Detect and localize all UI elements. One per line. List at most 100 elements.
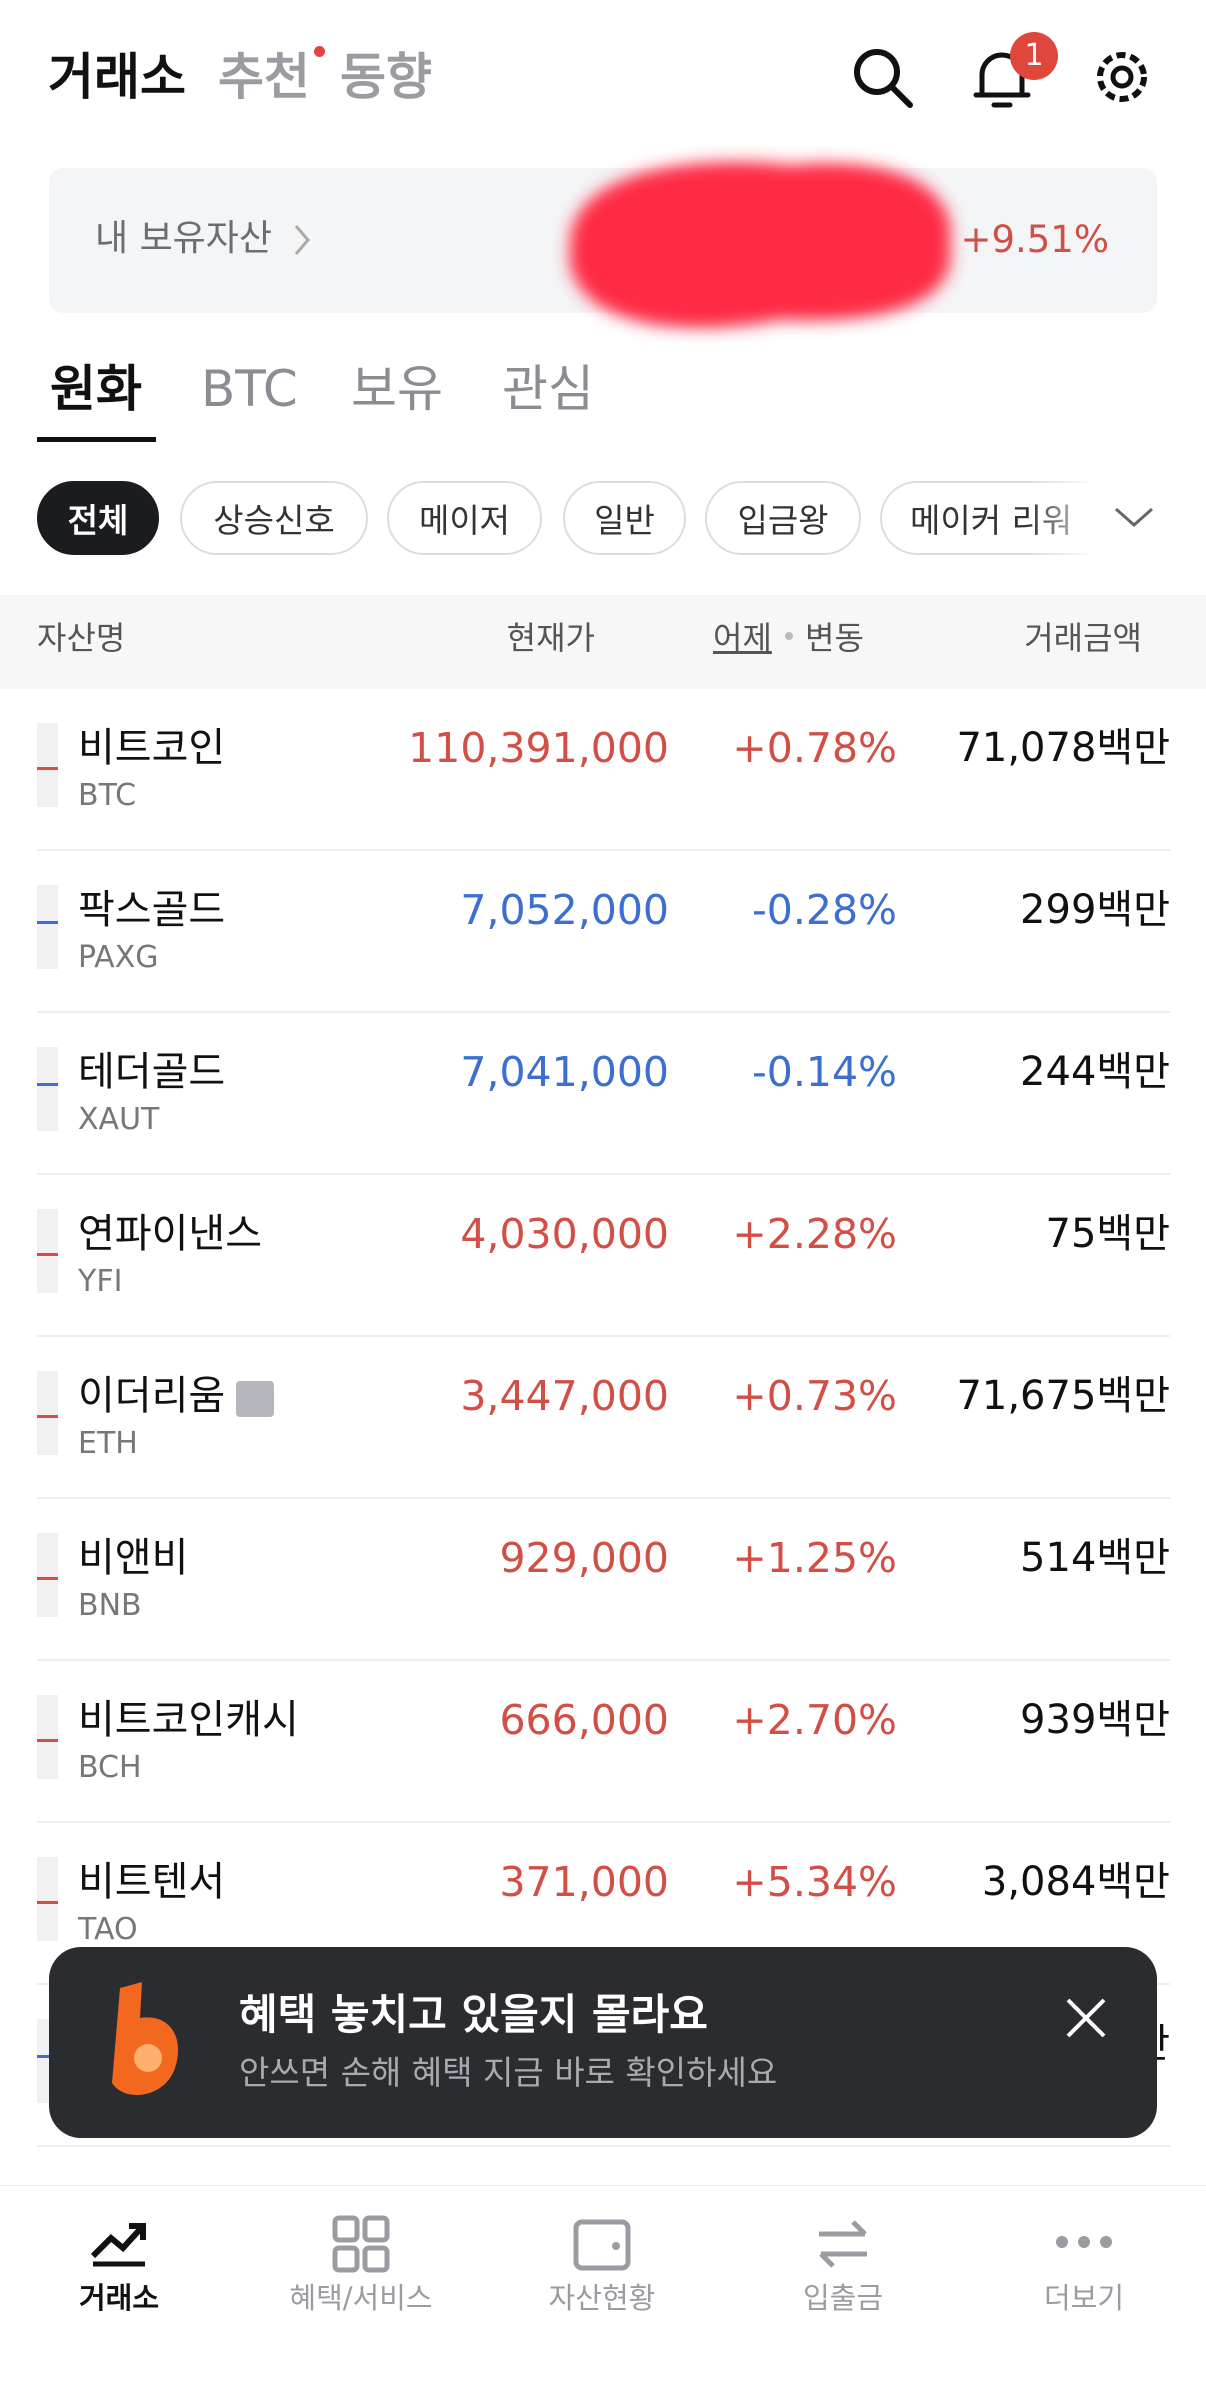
spark-tick <box>37 1083 58 1086</box>
asset-ticker: TAO <box>78 1912 138 1947</box>
spark-bg <box>37 1857 58 1941</box>
asset-name: 비트텐서 <box>78 1859 226 1905</box>
row-divider <box>37 1173 1170 1175</box>
holdings-change: +9.51% <box>960 218 1109 261</box>
volume: 3,084백만 <box>981 1859 1170 1905</box>
asset-ticker: PAXG <box>78 940 159 975</box>
price: 3,447,000 <box>460 1372 669 1420</box>
holdings-label[interactable]: 내 보유자산 <box>95 218 273 259</box>
asset-name: 이더리움 <box>78 1373 226 1419</box>
row-divider <box>37 1821 1170 1823</box>
search-icon[interactable] <box>850 45 914 109</box>
tab-underline <box>37 437 156 442</box>
asset-name: 비앤비 <box>78 1535 189 1581</box>
row-divider <box>37 1659 1170 1661</box>
tab-recommend[interactable]: 추천 <box>218 48 310 106</box>
header-name[interactable]: 자산명 <box>37 619 126 657</box>
filter-chip[interactable]: 전체 <box>37 481 159 555</box>
header-period[interactable]: 어제 <box>713 619 772 657</box>
nav-icon[interactable] <box>89 2218 149 2268</box>
spark-tick <box>37 921 58 924</box>
spark-tick <box>37 1253 58 1256</box>
banner-subtitle[interactable]: 안쓰면 손해 혜택 지금 바로 확인하세요 <box>239 2053 778 2092</box>
price: 110,391,000 <box>408 724 669 772</box>
change: +0.78% <box>732 724 897 772</box>
market-tab[interactable]: 원화 <box>50 360 142 418</box>
asset-ticker: XAUT <box>78 1102 160 1137</box>
banner-title[interactable]: 혜택 놓치고 있을지 몰라요 <box>239 1990 708 2039</box>
spark-bg <box>37 1533 58 1617</box>
nav-icon[interactable] <box>1054 2230 1114 2254</box>
price: 7,052,000 <box>460 886 669 934</box>
tab-trend[interactable]: 동향 <box>340 48 432 106</box>
header-volume[interactable]: 거래금액 <box>1024 619 1142 657</box>
table-header <box>0 595 1206 689</box>
price: 929,000 <box>499 1534 669 1582</box>
row-divider <box>37 1497 1170 1499</box>
nav-label[interactable]: 혜택/서비스 <box>289 2281 433 2315</box>
volume: 75백만 <box>1045 1211 1171 1257</box>
notification-badge: 1 <box>1010 32 1058 80</box>
promo-banner[interactable] <box>49 1947 1157 2138</box>
change: +0.73% <box>732 1372 897 1420</box>
market-tab[interactable]: 관심 <box>502 360 594 418</box>
change: +5.34% <box>732 1858 897 1906</box>
asset-name: 비트코인캐시 <box>78 1697 299 1743</box>
price: 666,000 <box>499 1696 669 1744</box>
nav-icon[interactable] <box>813 2214 873 2274</box>
nav-label[interactable]: 거래소 <box>78 2281 160 2315</box>
asset-ticker: BNB <box>78 1588 142 1623</box>
chevron <box>294 225 310 255</box>
spark-tick <box>37 2055 58 2058</box>
change: +1.25% <box>732 1534 897 1582</box>
spark-bg <box>37 885 58 969</box>
asset-name: 연파이낸스 <box>78 1211 262 1257</box>
filter-chip[interactable]: 상승신호 <box>180 481 368 555</box>
volume: 71,675백만 <box>956 1373 1170 1419</box>
nav-label[interactable]: 자산현황 <box>548 2281 656 2315</box>
spark-tick <box>37 767 58 770</box>
spark-tick <box>37 1739 58 1742</box>
asset-name: 테더골드 <box>78 1049 226 1095</box>
spark-bg <box>37 1209 58 1293</box>
new-dot <box>314 46 325 57</box>
change: +2.70% <box>732 1696 897 1744</box>
price: 4,030,000 <box>460 1210 669 1258</box>
row-divider <box>37 1335 1170 1337</box>
spark-tick <box>37 1577 58 1580</box>
nav-label[interactable]: 더보기 <box>1043 2281 1125 2315</box>
header-price[interactable]: 현재가 <box>506 619 595 657</box>
filter-chip[interactable]: 일반 <box>563 481 686 555</box>
header-change[interactable]: 변동 <box>805 619 864 657</box>
close-icon[interactable] <box>1064 1996 1108 2040</box>
asset-ticker: YFI <box>78 1264 123 1299</box>
spark-tick <box>37 1901 58 1904</box>
asset-name: 팍스골드 <box>78 887 226 933</box>
row-divider <box>37 1011 1170 1013</box>
nav-icon[interactable] <box>572 2214 632 2274</box>
market-tab[interactable]: 보유 <box>351 360 443 418</box>
asset-name: 비트코인 <box>78 725 226 771</box>
asset-ticker: BCH <box>78 1750 142 1785</box>
row-divider <box>37 2145 1170 2147</box>
row-divider <box>37 849 1170 851</box>
spark-tick <box>37 1415 58 1418</box>
expand-icon[interactable] <box>1112 505 1156 531</box>
spark-bg <box>37 1371 58 1455</box>
price: 371,000 <box>499 1858 669 1906</box>
bottom-nav <box>0 2185 1206 2391</box>
promo-logo <box>112 1982 179 2095</box>
volume: 939백만 <box>1020 1697 1170 1743</box>
nav-label[interactable]: 입출금 <box>802 2281 884 2315</box>
settings-icon[interactable] <box>1090 45 1154 109</box>
warning-badge <box>236 1381 274 1417</box>
tab-exchange[interactable]: 거래소 <box>48 48 186 106</box>
asset-ticker: BTC <box>78 778 137 813</box>
volume: 71,078백만 <box>956 725 1170 771</box>
nav-icon[interactable] <box>331 2214 391 2274</box>
market-tab[interactable]: BTC <box>201 360 298 418</box>
filter-chip[interactable]: 메이저 <box>387 481 542 555</box>
price: 7,041,000 <box>460 1048 669 1096</box>
filter-chip[interactable]: 입금왕 <box>705 481 861 555</box>
